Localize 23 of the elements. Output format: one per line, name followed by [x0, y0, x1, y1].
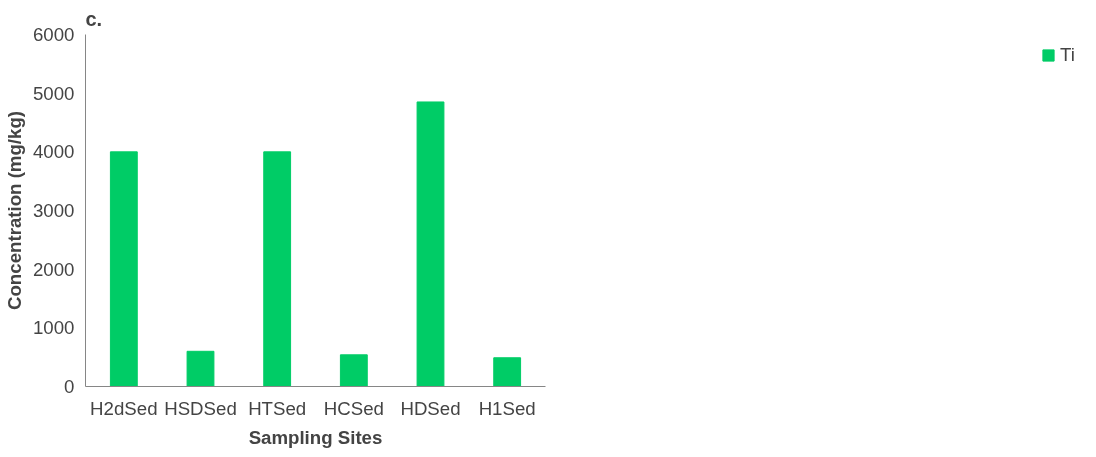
bar [493, 357, 522, 387]
bar [109, 151, 138, 387]
legend-label: Ti [1060, 44, 1076, 66]
bar [263, 151, 292, 387]
y-axis-title: Concentration (mg/kg) [4, 111, 25, 310]
y-tick-label: 5000 [33, 82, 75, 104]
bar [339, 354, 368, 387]
x-tick-label: H2dSed [90, 397, 158, 419]
bar [186, 350, 215, 387]
x-tick-label: HTSed [248, 397, 307, 419]
y-tick-label: 4000 [33, 141, 75, 163]
text: c. [85, 7, 103, 30]
y-tick-label: 2000 [33, 258, 75, 280]
x-tick-label: H1Sed [478, 397, 536, 419]
x-tick-label: HSDSed [164, 397, 237, 419]
y-tick-label: 3000 [33, 200, 75, 221]
x-tick-label: HCSed [323, 397, 384, 419]
y-tick-label: 6000 [33, 24, 75, 45]
bar [416, 101, 445, 387]
y-tick-label: 0 [64, 376, 75, 397]
x-axis-title: Sampling Sites [248, 426, 383, 448]
x-tick-label: HDSed [400, 397, 461, 419]
y-tick-label: 1000 [33, 317, 75, 339]
